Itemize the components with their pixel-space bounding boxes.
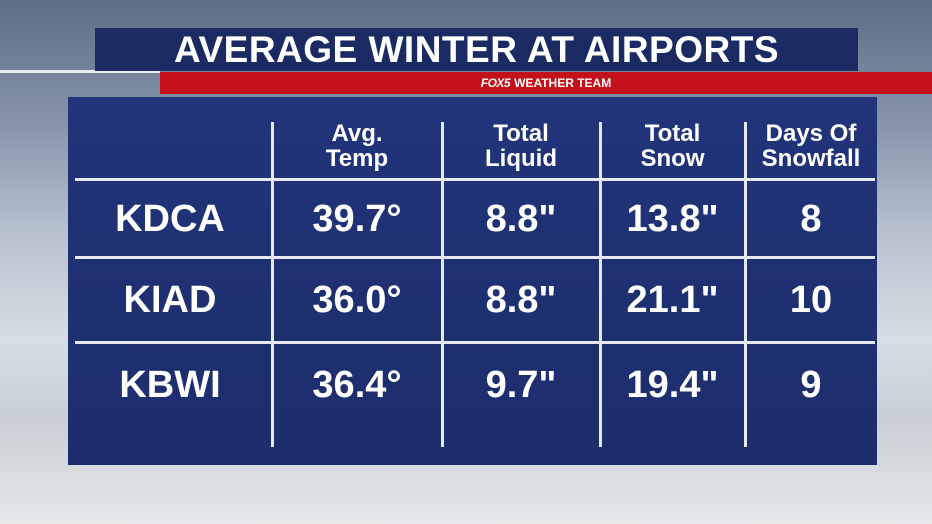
airport-code: KBWI xyxy=(119,363,221,406)
column-divider xyxy=(271,122,274,447)
header-line: Avg. xyxy=(331,120,383,147)
table-cell: 9.7" xyxy=(485,363,557,406)
column-divider xyxy=(599,122,602,447)
table-cell: 19.4" xyxy=(626,363,719,406)
column-divider xyxy=(744,122,747,447)
airport-code: KDCA xyxy=(115,197,225,240)
header-line: Snow xyxy=(640,145,705,172)
column-divider xyxy=(441,122,444,447)
title: AVERAGE WINTER AT AIRPORTS xyxy=(95,28,858,71)
table-cell: 9 xyxy=(800,363,822,406)
column-header: Total Snow xyxy=(600,115,745,177)
header-line: Total xyxy=(493,120,549,147)
table-cell: 8 xyxy=(800,197,822,240)
subtitle: WEATHER TEAM xyxy=(514,76,612,90)
row-divider xyxy=(75,256,875,259)
header-line: Snowfall xyxy=(761,145,861,172)
header-line: Days Of xyxy=(765,120,857,147)
table-cell: 39.7° xyxy=(312,197,402,240)
column-header: Days Of Snowfall xyxy=(745,115,877,177)
logo: FOX5 xyxy=(480,76,511,90)
table-cell: 36.4° xyxy=(312,363,402,406)
header-line: Temp xyxy=(325,145,389,172)
row-divider xyxy=(75,341,875,344)
table: Avg. Temp Total Liquid Total Snow Days Of Snowf… xyxy=(68,97,877,465)
table-cell: 21.1" xyxy=(626,279,719,321)
table-cell: 13.8" xyxy=(626,197,719,240)
table-cell: 8.8" xyxy=(485,197,557,240)
column-header: Avg. Temp xyxy=(272,115,442,177)
column-header: Total Liquid xyxy=(442,115,600,177)
header-line: Total xyxy=(644,120,701,147)
row-divider xyxy=(75,178,875,181)
subtitle-bar: FOX5 WEATHER TEAM xyxy=(160,72,932,94)
header-line: Liquid xyxy=(485,145,557,172)
table-cell: 8.8" xyxy=(485,279,557,321)
table-cell: 36.0° xyxy=(312,279,402,321)
table-cell: 10 xyxy=(789,279,833,321)
airport-code: KIAD xyxy=(123,279,217,321)
accent-line xyxy=(0,70,160,73)
